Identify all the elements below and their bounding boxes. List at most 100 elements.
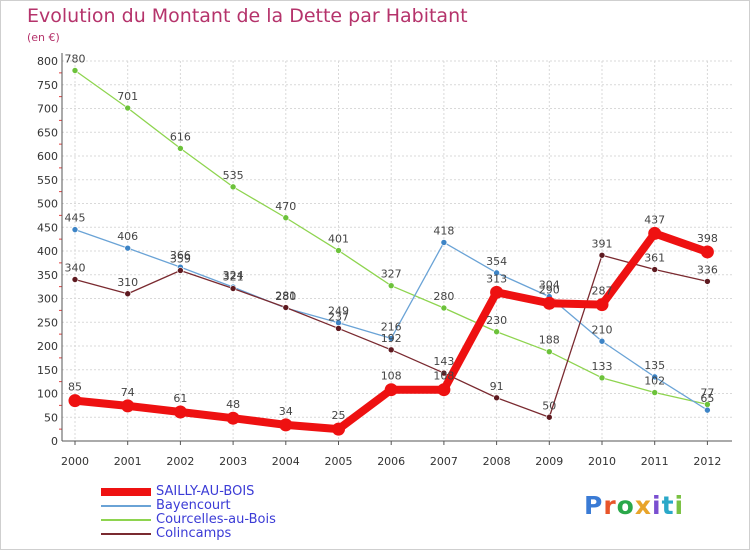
data-point [651,373,659,381]
data-point [177,267,184,274]
y-tick-label: 200 [37,340,58,353]
series-colincamps [71,251,711,421]
x-tick-label: 2001 [114,455,142,468]
data-point [595,298,609,312]
y-tick-label: 350 [37,269,58,282]
logo-letter: r [603,491,617,520]
x-tick-label: 2007 [430,455,458,468]
data-point [121,399,135,413]
x-tick-label: 2000 [61,455,89,468]
data-point [598,374,606,382]
x-tick-label: 2010 [588,455,616,468]
y-tick-label: 450 [37,221,58,234]
data-label: 304 [539,279,560,292]
data-point [704,406,711,414]
data-label: 210 [592,323,613,336]
data-label: 102 [644,375,665,388]
data-label: 61 [173,392,187,405]
data-label: 108 [433,370,454,383]
legend-label: SAILLY-AU-BOIS [156,484,255,499]
data-label: 280 [275,290,296,303]
data-point [124,290,131,298]
data-labels: 780 701 616 535 470 401 327 280 230 188 133 102 77 44… [65,53,718,423]
data-label: 398 [697,232,718,245]
legend-swatch [101,519,151,521]
series-sailly-au-bois [68,226,714,436]
data-label: 359 [170,252,191,265]
legend-swatch [101,505,151,507]
data-label: 249 [328,305,349,318]
data-label: 327 [381,268,402,281]
data-label: 85 [68,381,82,394]
data-label: 237 [328,310,349,323]
legend-label: Courcelles-au-Bois [156,512,276,527]
x-tick-label: 2006 [377,455,405,468]
data-point [493,394,500,402]
legend-swatch [101,533,151,535]
data-point [71,226,79,233]
logo-letter: t [661,491,675,520]
data-point [490,285,504,299]
y-tick-label: 300 [37,293,58,306]
data-label: 77 [700,386,714,399]
data-label: 25 [332,409,346,422]
data-point [440,304,448,312]
data-label: 65 [700,392,714,405]
data-label: 91 [490,380,504,393]
y-tick-label: 100 [37,388,58,401]
data-point [124,104,131,112]
x-tick-label: 2008 [483,455,511,468]
proxiti-logo: Proxiti [584,491,684,520]
data-point [651,389,659,396]
series-courcelles-au-bois [71,67,711,408]
data-point [648,226,662,240]
x-tick-label: 2002 [166,455,194,468]
x-tick-label: 2011 [641,455,669,468]
data-point [542,296,556,310]
data-label: 143 [433,355,454,368]
data-point [493,328,500,336]
data-label: 192 [381,332,402,345]
grid [62,60,732,442]
data-label: 701 [117,90,138,103]
data-point [598,337,606,345]
y-tick-label: 800 [37,55,58,68]
data-label: 230 [486,314,507,327]
y-tick-label: 150 [37,364,58,377]
data-label: 366 [170,249,191,262]
data-label: 74 [121,386,135,399]
data-point [68,394,82,408]
data-label: 391 [592,237,613,250]
data-label: 133 [592,360,613,373]
data-label: 321 [223,271,244,284]
data-label: 535 [223,169,244,182]
data-point [332,422,345,436]
data-point [384,383,398,397]
data-point [545,413,553,421]
unit-label: (en €) [27,31,60,44]
data-point [700,245,714,259]
series-layer [68,67,714,436]
chart-title: Evolution du Montant de la Dette par Hab… [27,5,468,27]
logo-letter: P [584,491,604,520]
data-label: 310 [117,276,138,289]
y-tick-label: 400 [37,245,58,258]
data-label: 780 [65,53,86,66]
data-point [229,183,237,191]
data-point [598,251,606,259]
data-label: 280 [433,290,454,303]
data-label: 216 [381,320,402,333]
logo-letter: o [616,491,635,520]
y-tick-label: 700 [37,103,58,116]
legend-label: Colincamps [156,526,232,541]
data-point [229,285,237,292]
data-point [226,411,240,425]
y-tick-label: 650 [37,126,58,139]
data-label: 290 [539,283,560,296]
y-tick-label: 0 [51,435,58,448]
legend-label: Bayencourt [156,498,231,513]
data-label: 281 [275,290,296,303]
data-point [437,383,451,397]
data-label: 324 [223,269,244,282]
data-point [651,266,659,273]
